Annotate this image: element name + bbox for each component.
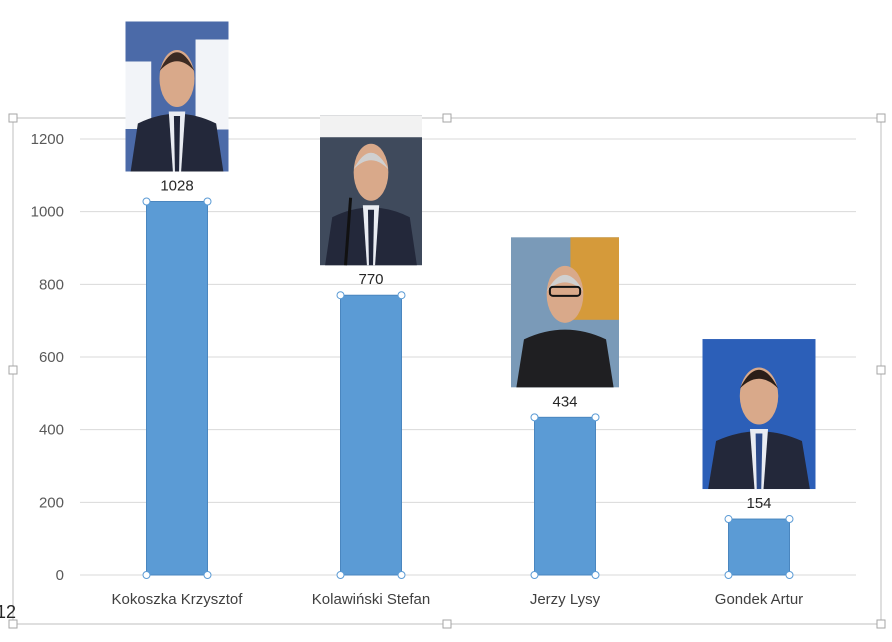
y-tick-label: 1000 [31,204,64,221]
bar[interactable] [340,294,402,576]
candidate-photo[interactable] [125,21,229,172]
cell-fragment-text: 12 [0,602,17,622]
frame-handle[interactable] [442,113,452,123]
frame-handle[interactable] [876,113,886,123]
x-tick-label: Kolawiński Stefan [312,591,430,608]
bar-selection-handle[interactable] [591,413,600,422]
bar-selection-handle[interactable] [397,571,406,579]
chart-frame-handles[interactable] [8,113,886,629]
frame-handle[interactable] [876,619,886,629]
photo-glasses [548,285,582,297]
data-label: 154 [746,495,771,512]
photo-hair [353,152,389,170]
photo-hair [159,52,195,71]
bar[interactable] [728,518,790,576]
photo-sign [125,61,152,129]
y-tick-label: 1200 [31,131,64,148]
frame-handle[interactable] [8,619,18,629]
x-tick-label: Jerzy Lysy [530,591,601,608]
bar-selection-handle[interactable] [142,197,151,206]
photo-tie [173,115,181,172]
data-labels: 1028 770 434 154 [160,177,771,512]
bar-selection-handle[interactable] [591,571,600,579]
bar-selection-handle[interactable] [336,571,345,579]
frame-handle[interactable] [8,113,18,123]
photos[interactable] [125,21,816,490]
bar[interactable] [146,200,208,576]
candidate-photo[interactable] [511,237,619,388]
photo-tie [755,433,763,490]
photo-banner [320,115,422,138]
data-label: 770 [358,271,383,288]
y-tick-label: 0 [56,567,64,584]
x-axis: Kokoszka Krzysztof Kolawiński Stefan Jerzy… [112,591,804,608]
bar-selection-handle[interactable] [142,571,151,579]
bar-selection-handle[interactable] [724,571,733,579]
frame-handle[interactable] [876,365,886,375]
bar-selection-handle[interactable] [397,291,406,300]
photo-microphone-stand [344,197,353,266]
bar-selection-handle[interactable] [724,515,733,524]
bar-selection-handle[interactable] [530,413,539,422]
candidate-photo[interactable] [320,115,422,266]
y-tick-label: 600 [39,349,64,366]
photo-hair [739,369,779,389]
photo-face [739,367,779,425]
y-tick-label: 200 [39,494,64,511]
y-axis: 0 200 400 600 800 1000 1200 [31,131,64,584]
y-tick-label: 800 [39,276,64,293]
frame-handle[interactable] [442,619,452,629]
bar-selection-handle[interactable] [336,291,345,300]
x-tick-label: Kokoszka Krzysztof [112,591,244,608]
bar-selection-handle[interactable] [530,571,539,579]
candidate-photo[interactable] [702,339,816,490]
bar[interactable] [534,416,596,576]
photo-sign [195,39,229,130]
photo-face [546,265,584,323]
bar-selection-handle[interactable] [785,515,794,524]
frame-handle[interactable] [8,365,18,375]
data-label: 434 [552,393,577,410]
photo-tie [367,209,375,266]
bar-selection-handle[interactable] [203,571,212,579]
bars[interactable] [142,197,794,579]
data-label: 1028 [160,177,193,194]
photo-face [159,49,195,107]
bar-selection-handle[interactable] [203,197,212,206]
bar-selection-handle[interactable] [785,571,794,579]
x-tick-label: Gondek Artur [715,591,803,608]
photo-face [353,143,389,201]
photo-hair [546,274,584,292]
photo-suit [516,329,614,388]
y-tick-label: 400 [39,422,64,439]
